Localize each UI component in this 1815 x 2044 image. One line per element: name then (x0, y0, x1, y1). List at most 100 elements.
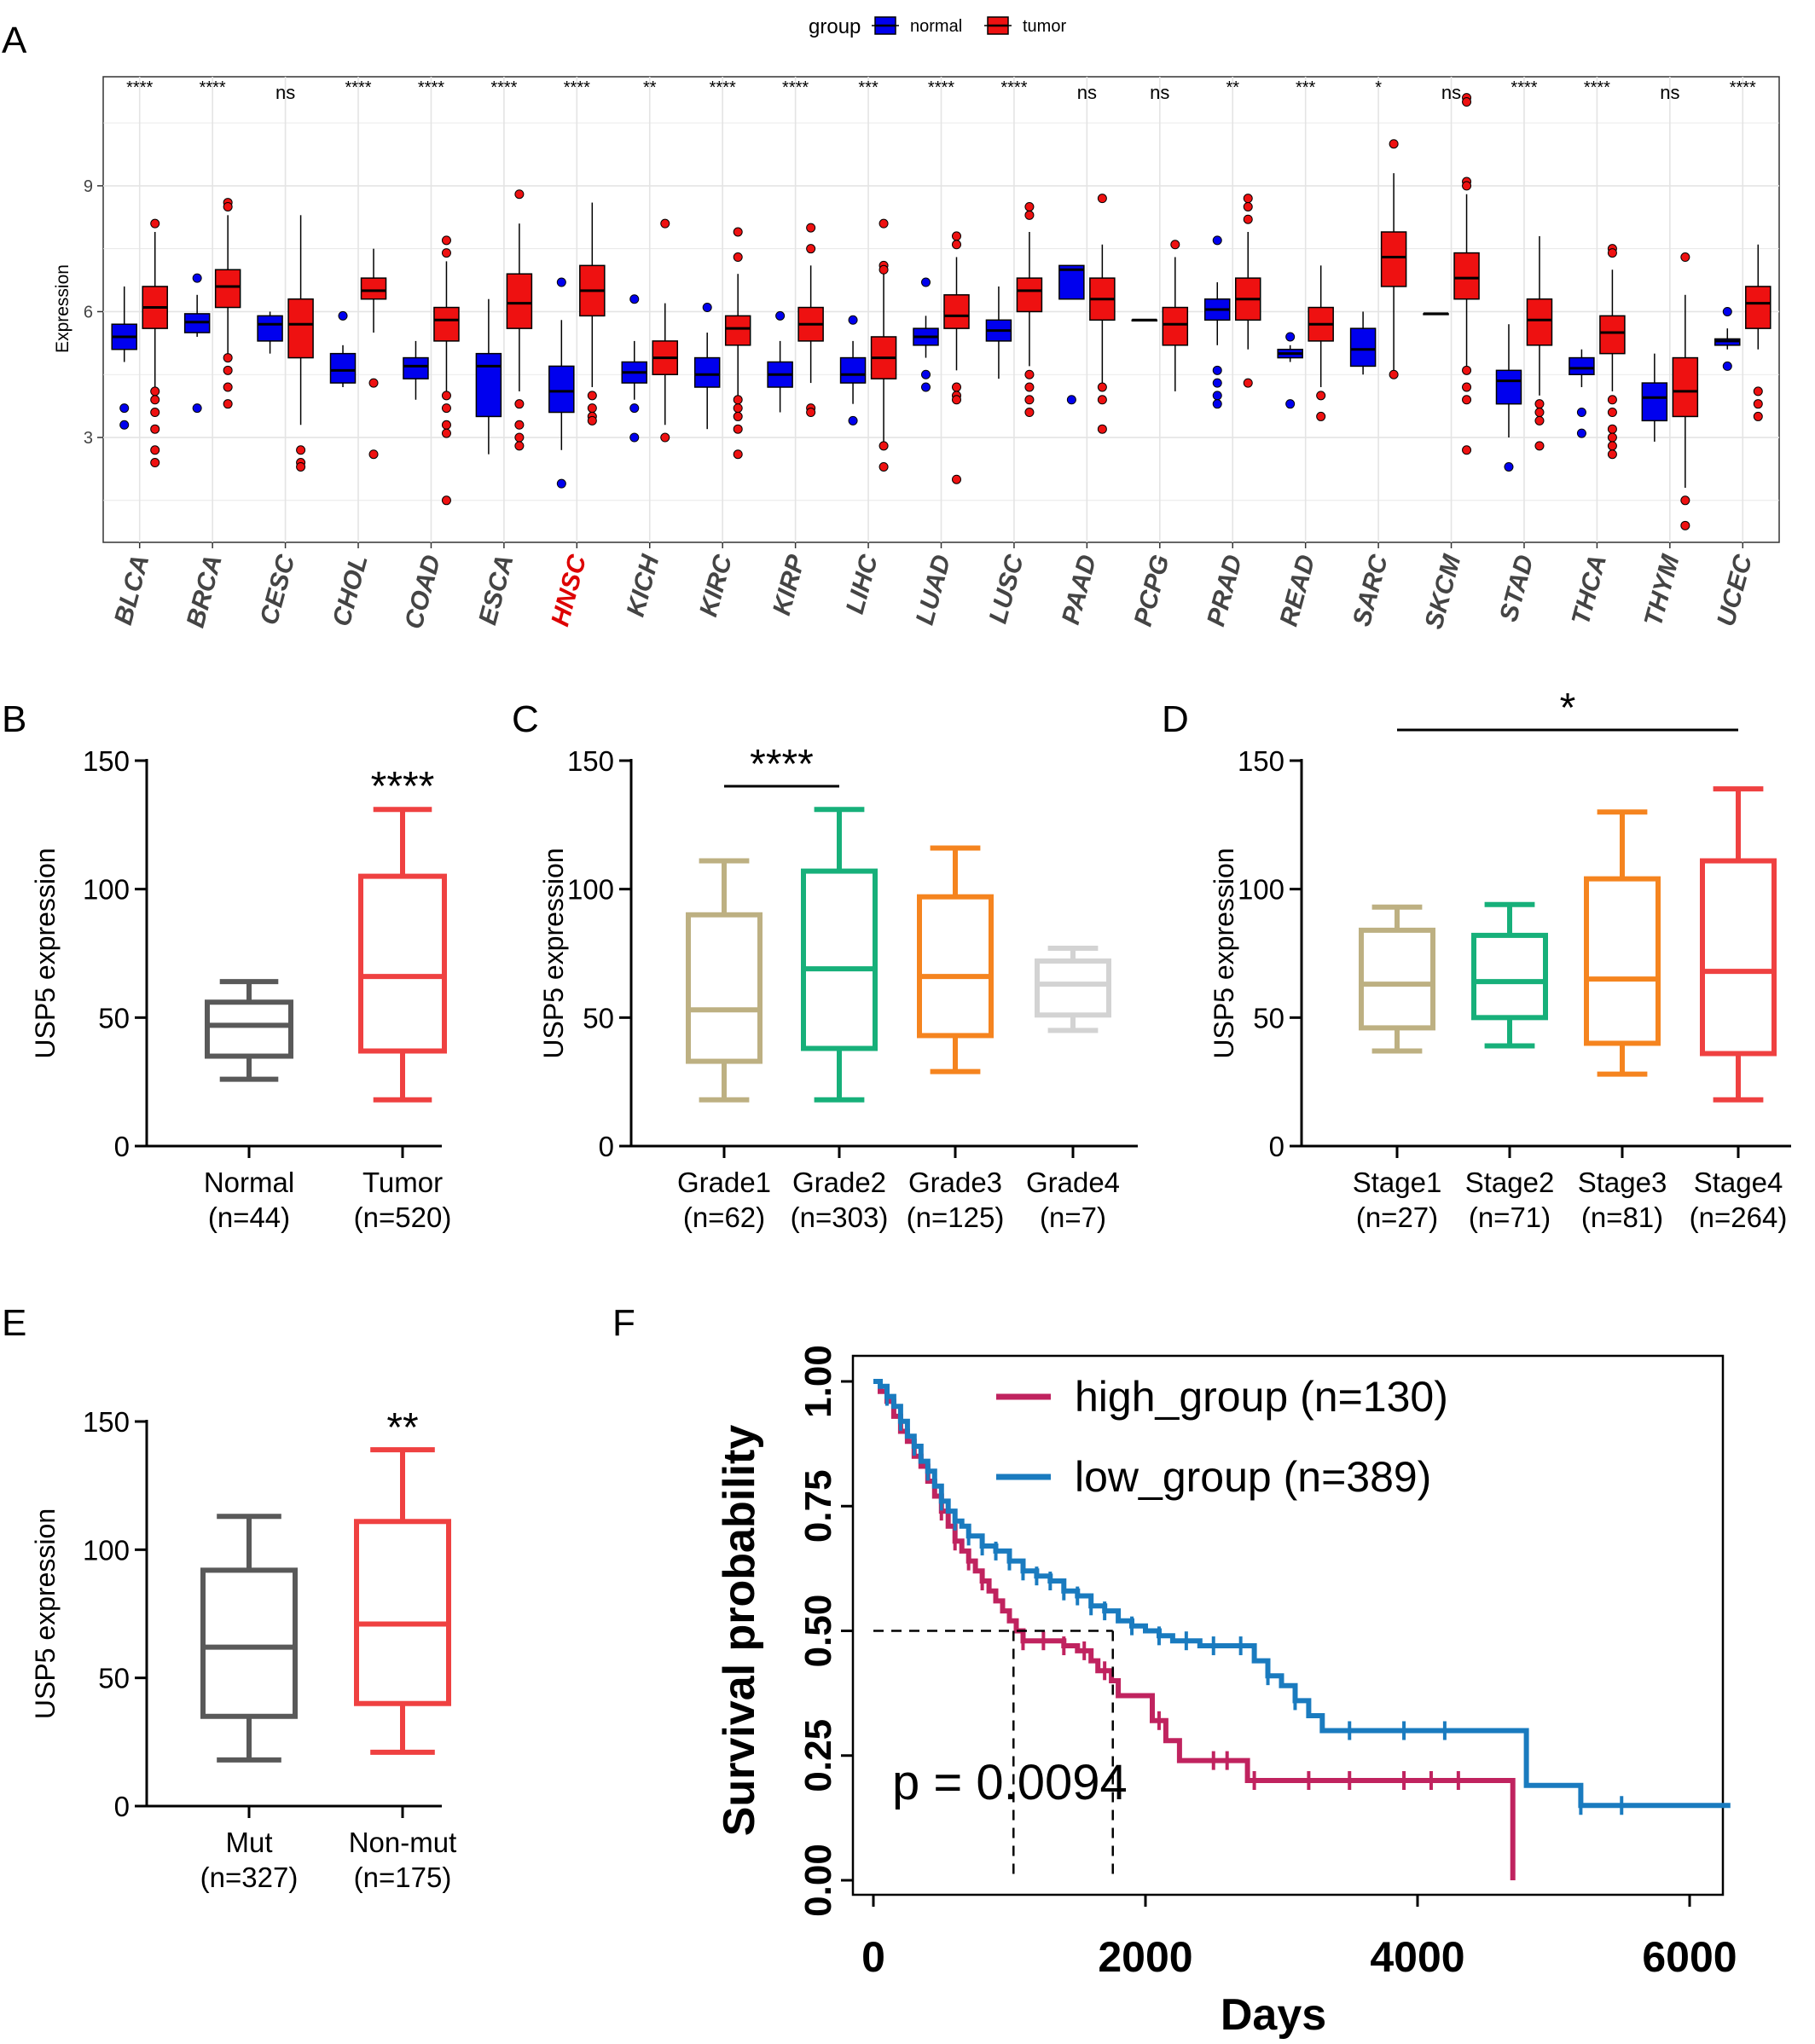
outlier-point (1753, 386, 1763, 397)
box-normal-READ (1277, 332, 1303, 409)
box (686, 912, 763, 1064)
x-tick-label: Tumor (362, 1167, 443, 1198)
outlier-point (1607, 408, 1617, 418)
box-tumor-ESCA (506, 189, 533, 451)
significance-label: *** (1296, 78, 1316, 97)
significance-label: ns (1150, 82, 1169, 103)
outlier-point (629, 403, 640, 414)
significance-label: * (1560, 686, 1576, 731)
legend-a: group normal tumor (809, 15, 1066, 38)
outlier-point (1243, 201, 1253, 211)
box-tumor-KICH (652, 218, 679, 443)
outlier-point (1534, 399, 1545, 409)
box (1569, 356, 1595, 375)
x-tick-label: 0 (861, 1933, 885, 1981)
box-tumor-COAD (433, 235, 460, 506)
significance-label: ns (1660, 82, 1679, 103)
y-tick-label: 100 (83, 1534, 130, 1566)
outlier-point (192, 273, 202, 283)
significance-label: ** (643, 78, 657, 97)
significance-label: **** (418, 78, 444, 97)
box (287, 298, 314, 359)
outlier-point (441, 235, 451, 246)
box-grade3 (917, 845, 994, 1074)
outlier-point (1607, 441, 1617, 451)
box-tumor-LUSC (1016, 201, 1043, 418)
outlier-point (441, 420, 451, 430)
y-tick-label: 150 (83, 1406, 130, 1438)
outlier-point (1680, 495, 1690, 506)
outlier-point (1607, 395, 1617, 405)
box (205, 999, 293, 1059)
legend-entry: low_group (n=389) (1075, 1453, 1431, 1501)
box (1035, 958, 1111, 1018)
box (693, 356, 721, 388)
outlier-point (1243, 214, 1253, 224)
box-tumor-STAD (1526, 235, 1553, 451)
panel-label-b: B (2, 698, 26, 740)
box (801, 868, 878, 1051)
significance-label: **** (345, 78, 371, 97)
plot-area-f (851, 1354, 1725, 1896)
outlier-point (441, 403, 451, 414)
outlier-point (1316, 391, 1326, 401)
box-normal-BLCA (111, 286, 137, 430)
box (943, 294, 970, 329)
box (200, 1567, 298, 1719)
significance-label: **** (750, 742, 814, 787)
panel-label-c: C (512, 698, 539, 740)
y-tick-label: 1.00 (797, 1345, 839, 1418)
box (257, 315, 283, 342)
outlier-point (338, 310, 348, 321)
outlier-point (1024, 210, 1035, 220)
outlier-point (1680, 520, 1690, 530)
outlier-point (733, 411, 743, 421)
outlier-point (1285, 332, 1296, 342)
box (358, 873, 447, 1054)
panel-b-boxplot: 0 50 100 150 USP5 expression Normal (n=44) Tumo… (30, 745, 451, 1233)
outlier-point (1534, 441, 1545, 451)
box (506, 273, 533, 329)
outlier-point (150, 386, 160, 397)
y-tick-label: 150 (1238, 745, 1284, 777)
box (1380, 231, 1407, 287)
outlier-point (1607, 424, 1617, 434)
box (403, 356, 429, 379)
outlier-point (1607, 248, 1617, 258)
box (1526, 298, 1553, 346)
outlier-point (702, 303, 712, 313)
box-stage3 (1584, 809, 1661, 1077)
outlier-point (848, 415, 858, 426)
outlier-point (806, 408, 816, 418)
y-axis-label: USP5 expression (30, 1508, 61, 1719)
outlier-point (223, 201, 233, 211)
outlier-point (733, 395, 743, 405)
significance-label: **** (782, 78, 809, 97)
panel-e-boxplot: 0 50 100 150 USP5 expression Mut (n=327) Non-mu… (30, 1405, 456, 1893)
box-mut (200, 1514, 298, 1763)
box-normal (205, 979, 293, 1082)
outlier-point (733, 227, 743, 237)
x-tick-count: (n=264) (1690, 1202, 1788, 1233)
box-tumor-SARC (1380, 139, 1407, 379)
outlier-point (952, 231, 961, 241)
outlier-point (1462, 97, 1472, 107)
outlier-point (733, 424, 743, 434)
panel-f-survival: high_group (n=130) low_group (n=389) p = … (715, 1345, 1737, 2040)
significance-label: * (1375, 78, 1382, 97)
significance-label: **** (710, 78, 736, 97)
box-non-mut (354, 1447, 451, 1755)
box-grade2 (801, 807, 878, 1103)
y-tick-label: 50 (1253, 1002, 1284, 1034)
x-tick-label: Stage4 (1694, 1167, 1783, 1198)
box (548, 365, 575, 414)
outlier-point (1753, 399, 1763, 409)
outlier-point (733, 403, 743, 414)
box-tumor-KIRC (724, 227, 751, 460)
y-tick-label: 0 (1269, 1131, 1284, 1162)
significance-label: **** (200, 78, 226, 97)
outlier-point (629, 294, 640, 304)
outlier-point (1212, 235, 1222, 246)
box (433, 306, 460, 342)
box (1453, 252, 1480, 300)
